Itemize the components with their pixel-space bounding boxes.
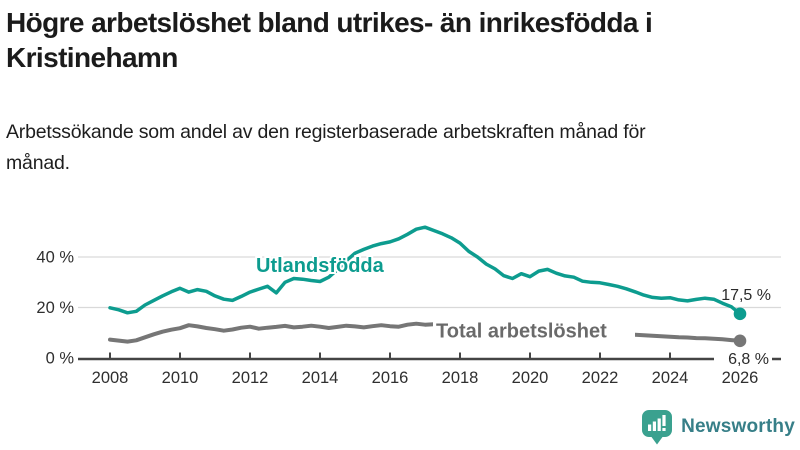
end-value-label-total: 6,8 % [728, 351, 769, 368]
x-tick-label: 2024 [652, 369, 689, 387]
x-tick-label: 2010 [162, 369, 199, 387]
x-tick-label: 2026 [722, 369, 759, 387]
y-tick-label: 20 % [36, 299, 74, 317]
brand-name: Newsworthy [681, 416, 795, 437]
end-dot-utlandsfodda [733, 307, 747, 321]
label-mask-end-total [714, 350, 772, 367]
series-line-total [108, 321, 742, 344]
x-tick-label: 2022 [582, 369, 619, 387]
end-value-label-utlandsfodda: 17,5 % [721, 287, 771, 304]
chart: 2008 2010 2012 2014 2016 2018 2020 2022 2024 2026… [36, 225, 781, 387]
brand-logo: Newsworthy [641, 409, 795, 445]
series-label-utlandsfodda: Utlandsfödda [256, 255, 385, 277]
label-mask-total [433, 318, 635, 343]
page-title: Högre arbetslöshet bland utrikes- än inr… [6, 7, 653, 73]
x-tick-label: 2014 [302, 369, 339, 387]
x-tick-label: 2008 [92, 369, 129, 387]
x-tick-label: 2020 [512, 369, 549, 387]
end-dot-total [733, 334, 747, 348]
newsworthy-pin-icon [642, 410, 673, 445]
series-label-total: Total arbetslöshet [436, 321, 607, 343]
y-tick-label: 0 % [46, 350, 75, 368]
x-tick-label: 2016 [372, 369, 409, 387]
y-tick-label: 40 % [36, 249, 74, 267]
x-tick-label: 2018 [442, 369, 479, 387]
x-tick-label: 2012 [232, 369, 269, 387]
series-line-utlandsfodda [108, 225, 742, 316]
chart-subtitle: Arbetssökande som andel av den registerb… [6, 121, 646, 174]
